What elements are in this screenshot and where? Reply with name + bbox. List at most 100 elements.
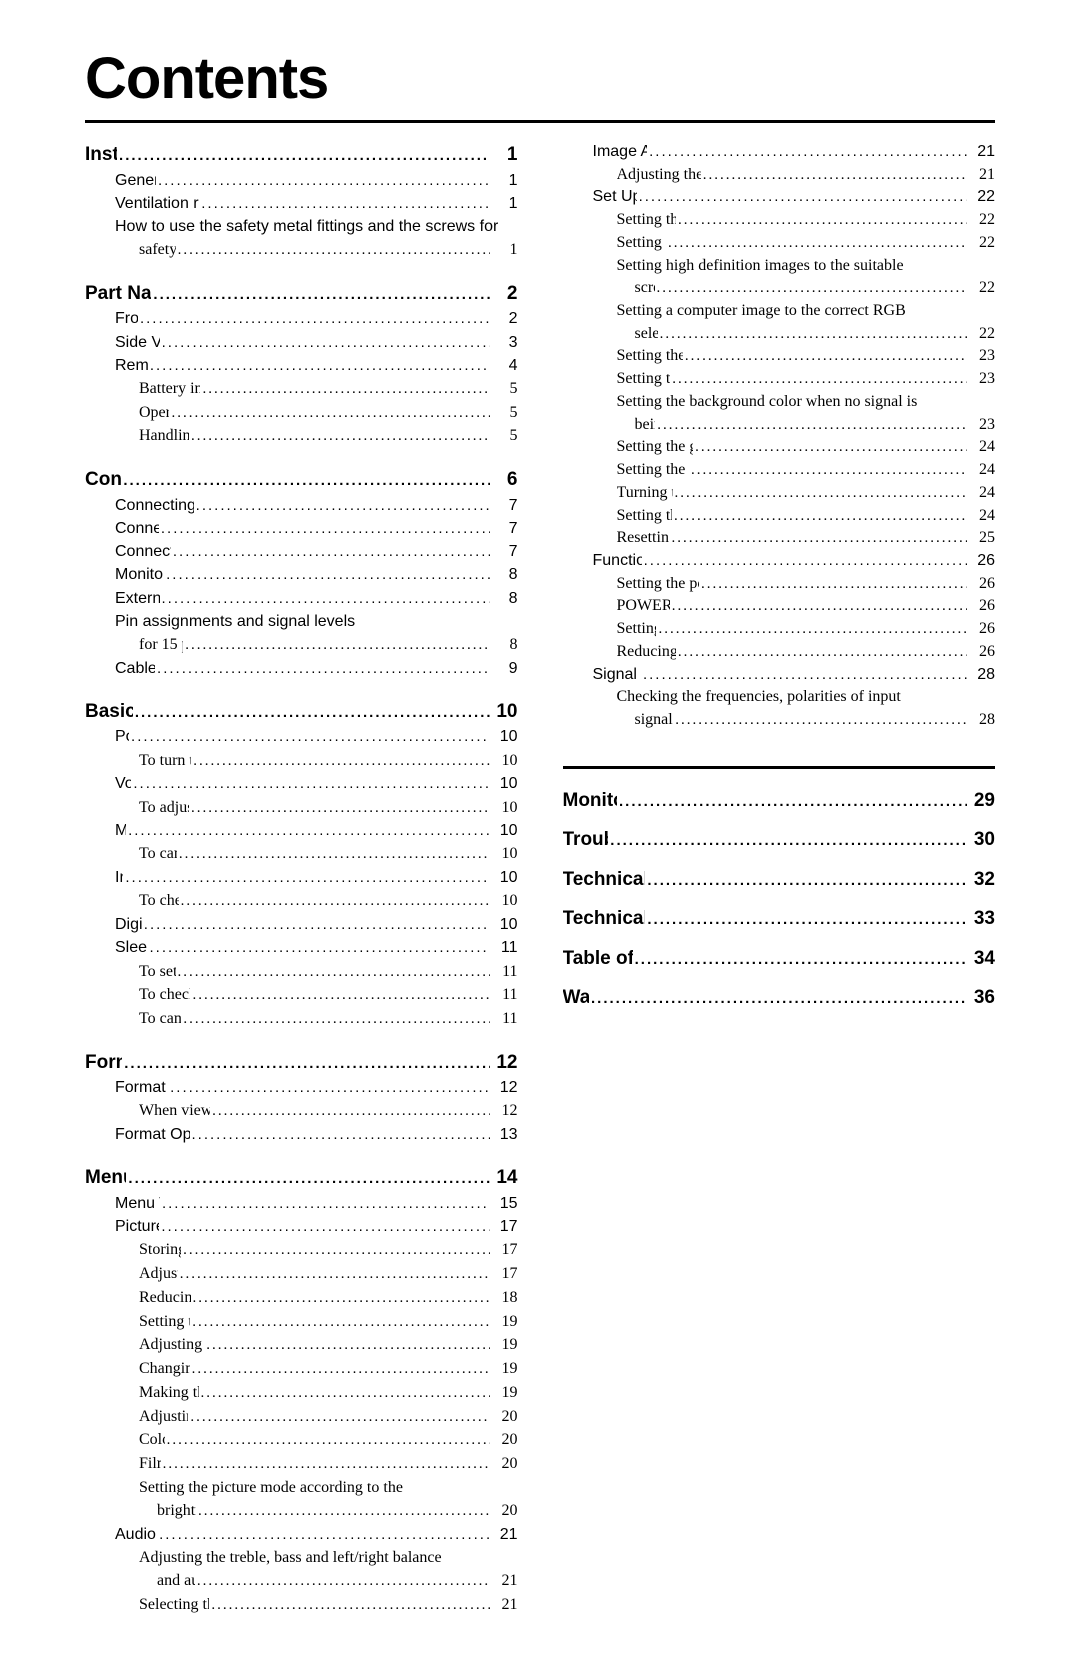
toc-leader-dots <box>162 587 490 610</box>
toc-leader-dots <box>192 1310 489 1334</box>
toc-entry: When viewing videos or digital video dis… <box>85 1099 518 1123</box>
toc-entry-page: 10 <box>492 889 518 912</box>
toc-section: Format Sizes12Format Operation (manual)1… <box>85 1049 518 1147</box>
toc-entry-label: Basic Operations <box>85 698 133 726</box>
toc-entry: Technical Specifications PD-615033 <box>563 905 996 933</box>
toc-leader-dots <box>691 459 967 482</box>
toc-leader-dots <box>675 482 967 505</box>
toc-leader-dots <box>150 936 490 959</box>
toc-entry-page: 21 <box>492 1593 518 1616</box>
toc-entry-page: 8 <box>492 563 518 586</box>
toc-entry-label: Table of Signals Supported <box>563 945 633 973</box>
toc-leader-dots <box>161 517 490 540</box>
toc-entry-page: 11 <box>492 1007 518 1030</box>
toc-section: Installation1General Instructions1Ventil… <box>85 141 518 262</box>
toc-entry-label: Front View <box>115 307 138 330</box>
toc-entry: Power10 <box>85 725 518 748</box>
toc-entry: To cancel the sound:10 <box>85 842 518 866</box>
toc-entry: Remote Control4 <box>85 354 518 377</box>
toc-leader-dots <box>163 1452 490 1476</box>
toc-column-right: Image Adjust Settings Menu21Adjusting th… <box>563 141 996 1617</box>
toc-entry-page: 11 <box>492 983 518 1006</box>
toc-entry-label: Volume <box>115 772 131 795</box>
toc-entry-label: Making the Low Tone adjustments <box>139 1381 199 1404</box>
toc-entry: screen size22 <box>563 277 996 300</box>
toc-entry-page: 17 <box>492 1262 518 1285</box>
toc-entry: Connecting your PC or Macintosh computer… <box>85 494 518 517</box>
toc-entry: Pin assignments and signal levels <box>85 610 518 633</box>
toc-leader-dots <box>153 280 489 308</box>
toc-entry: To check the remaining time:11 <box>85 983 518 1007</box>
toc-entry-page: 2 <box>492 280 518 308</box>
toc-entry-label: Technical Specifications PD-5050 <box>563 866 646 894</box>
toc-entry: Setting the power management for compute… <box>563 573 996 596</box>
toc-entry-label: Format Operation (manual) <box>115 1076 168 1099</box>
toc-leader-dots <box>180 1262 490 1286</box>
toc-entry-label: Image Adjust Settings Menu <box>593 141 648 164</box>
toc-leader-dots <box>190 1405 489 1429</box>
toc-section: Part Names and Function2Front View2Side … <box>85 280 518 448</box>
toc-leader-dots <box>647 866 967 894</box>
toc-entry-label: Sleep/Off Timer <box>115 936 148 959</box>
toc-entry-label: Setting high definition images to the su… <box>617 255 904 278</box>
toc-entry-page: 12 <box>492 1049 518 1077</box>
toc-entry-page: 24 <box>969 505 995 528</box>
toc-entry-page: 1 <box>492 141 518 169</box>
toc-entry: Changing the Gamma Curve19 <box>85 1357 518 1381</box>
toc-entry: select screen 22 <box>563 323 996 346</box>
toc-entry-label: Setting the Input Skip <box>617 618 657 641</box>
toc-entry-label: Connecting your PC or Macintosh computer <box>115 494 194 517</box>
toc-leader-dots <box>644 550 967 573</box>
toc-entry-label: Setting the background color when no sig… <box>617 391 918 414</box>
toc-entry: Setting high definition images to the su… <box>563 255 996 278</box>
toc-entry: POWER/STANDBY indicator26 <box>563 595 996 618</box>
toc-entry: Menu Tree Operations15 <box>85 1192 518 1215</box>
toc-entry-label: Connecting your VCR <box>115 517 159 540</box>
toc-entry-label: Technical Specifications PD-6150 <box>563 905 646 933</box>
toc-entry: being input23 <box>563 414 996 437</box>
toc-entry-label: Changing the Gamma Curve <box>139 1357 190 1380</box>
toc-entry-page: 5 <box>492 424 518 447</box>
toc-entry-page: 36 <box>969 984 995 1012</box>
toc-entry-page: 24 <box>969 436 995 459</box>
toc-entry-page: 34 <box>969 945 995 973</box>
toc-entry-page: 10 <box>492 725 518 748</box>
toc-entry-page: 10 <box>492 698 518 726</box>
toc-entry-label: Setting the power management for compute… <box>617 573 699 596</box>
page-title: Contents <box>85 45 995 112</box>
toc-leader-dots <box>173 540 490 563</box>
title-rule <box>85 120 995 123</box>
toc-leader-dots <box>193 1286 490 1310</box>
toc-leader-dots <box>202 377 489 401</box>
toc-leader-dots <box>591 984 967 1012</box>
toc-entry-label: Reducing noise in the picture <box>139 1286 191 1309</box>
toc-leader-dots <box>170 1076 489 1099</box>
toc-entry-page: 23 <box>969 368 995 391</box>
toc-entry: Reducing noise in the picture18 <box>85 1286 518 1310</box>
toc-entry-page: 22 <box>969 323 995 346</box>
toc-entry-page: 30 <box>969 826 995 854</box>
toc-entry-label: Functions Settings Menu <box>593 550 642 573</box>
toc-entry: Warranty36 <box>563 984 996 1012</box>
toc-entry: Film Mode20 <box>85 1452 518 1476</box>
toc-leader-dots <box>193 749 489 773</box>
toc-entry-label: Film Mode <box>139 1452 161 1475</box>
toc-leader-dots <box>181 889 490 913</box>
toc-entry-page: 25 <box>969 527 995 550</box>
toc-entry-page: 21 <box>969 141 995 164</box>
toc-entry: Setting the BNC connectors22 <box>563 232 996 255</box>
toc-leader-dots <box>196 494 490 517</box>
toc-entry-page: 17 <box>492 1238 518 1261</box>
toc-leader-dots <box>144 913 490 936</box>
toc-entry-page: 24 <box>969 482 995 505</box>
toc-entry-page: 1 <box>492 192 518 215</box>
toc-entry-label: Mute <box>115 819 126 842</box>
toc-entry-label: Setting the position of the menu <box>617 505 673 528</box>
toc-entry: Side View / Rear View3 <box>85 331 518 354</box>
toc-entry: To adjust the sound volume:10 <box>85 796 518 820</box>
toc-entry-label: Connections <box>85 466 121 494</box>
toc-leader-dots <box>643 664 967 687</box>
toc-entry: Storing picture settings17 <box>85 1238 518 1262</box>
toc-entry-label: select screen <box>635 323 658 346</box>
toc-entry-label: Adjusting the color to the desired level <box>139 1333 204 1356</box>
